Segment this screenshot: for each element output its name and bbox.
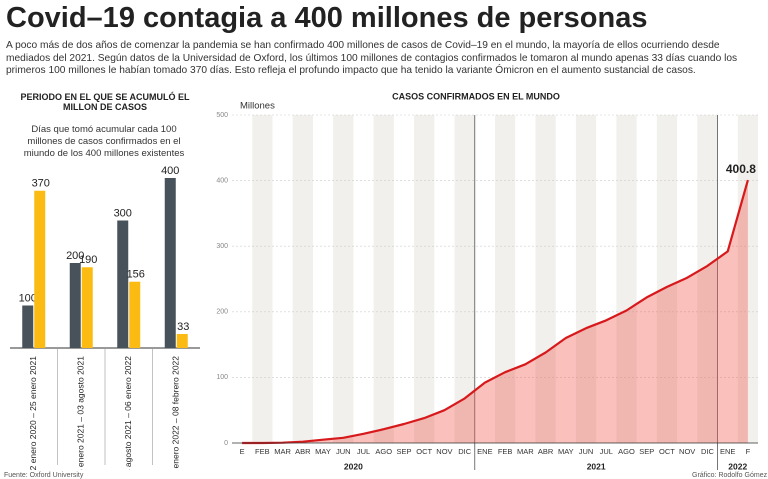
left-chart-title: PERIODO EN EL QUE SE ACUMULÓ EL MILLON D… <box>20 92 190 112</box>
y-tick-label: 300 <box>216 243 228 250</box>
credit: Gráfico: Rodolfo Gómez <box>692 472 768 479</box>
x-tick-label: SEP <box>639 447 654 456</box>
chart-title: CASOS CONFIRMADOS EN EL MUNDO <box>392 91 560 101</box>
month-stripe <box>333 115 354 443</box>
x-tick-label: MAY <box>558 447 574 456</box>
month-stripe <box>373 115 394 443</box>
month-stripe <box>495 115 516 443</box>
x-tick-label: MAY <box>315 447 331 456</box>
bar <box>164 178 176 348</box>
month-stripe <box>697 115 718 443</box>
bar <box>22 305 34 348</box>
x-tick-label: JUL <box>600 447 613 456</box>
x-tick-label: DIC <box>701 447 715 456</box>
value-label: 400 <box>161 165 179 177</box>
x-tick-label: ABR <box>295 447 311 456</box>
x-tick-label: 07 enero 2022 – 08 febrero 2022 <box>171 356 181 470</box>
year-label: 2021 <box>587 461 606 470</box>
x-tick-label: AGO <box>618 447 635 456</box>
x-tick-label: ENE <box>720 447 735 456</box>
y-tick-label: 0 <box>224 440 228 447</box>
x-tick-label: OCT <box>416 447 432 456</box>
x-tick-label: FEB <box>255 447 270 456</box>
x-tick-label: 26 enero 2021 – 03 agosto 2021 <box>76 356 86 470</box>
year-label: 2020 <box>344 461 363 470</box>
x-tick-label: JUN <box>336 447 351 456</box>
y-tick-label: 400 <box>216 177 228 184</box>
x-tick-label: 22 enero 2020 – 25 enero 2021 <box>28 356 38 470</box>
month-stripe <box>292 115 313 443</box>
x-tick-label: MAR <box>517 447 534 456</box>
value-label: 370 <box>32 178 50 190</box>
x-tick-label: AGO <box>375 447 392 456</box>
line <box>242 179 749 445</box>
year-label: 2022 <box>728 461 747 470</box>
x-tick-label: F <box>746 447 751 456</box>
x-tick-label: JUN <box>579 447 594 456</box>
x-tick-label: DIC <box>458 447 472 456</box>
month-stripe <box>414 115 435 443</box>
month-stripe <box>575 115 597 443</box>
x-tick-label: JUL <box>357 447 370 456</box>
month-stripe <box>535 115 556 443</box>
x-tick-label: 04 agosto 2021 – 06 enero 2022 <box>123 356 133 470</box>
x-tick-label: NOV <box>436 447 452 456</box>
month-stripe <box>252 115 273 443</box>
y-tick-label: 500 <box>216 112 228 119</box>
value-label: 300 <box>114 207 132 219</box>
value-label: 190 <box>79 254 97 266</box>
bar <box>81 267 93 348</box>
x-tick-label: OCT <box>659 447 675 456</box>
title: Covid–19 contagia a 400 millones de pers… <box>6 2 648 34</box>
x-tick-label: SEP <box>396 447 411 456</box>
bar <box>129 281 141 348</box>
month-stripe <box>656 115 678 443</box>
value-label: 100 <box>19 292 37 304</box>
bar <box>69 263 81 348</box>
x-tick-label: FEB <box>498 447 513 456</box>
bar <box>117 220 129 348</box>
y-axis-label: Millones <box>240 101 275 112</box>
x-tick-label: ABR <box>538 447 554 456</box>
month-stripe <box>616 115 637 443</box>
subtitle: A poco más de dos años de comenzar la pa… <box>6 40 738 76</box>
value-label: 156 <box>127 269 145 281</box>
x-tick-label: NOV <box>679 447 695 456</box>
bar <box>176 333 188 348</box>
area <box>242 180 748 443</box>
value-label: 200 <box>66 250 84 262</box>
x-tick-label: E <box>240 447 245 456</box>
y-tick-label: 100 <box>216 374 228 381</box>
month-stripe <box>454 115 475 443</box>
value-label: 400.8 <box>726 162 756 176</box>
source: Fuente: Oxford University <box>4 472 84 479</box>
left-chart-subtitle: Días que tomó acumular cada 100 millones… <box>23 124 185 159</box>
bar <box>34 190 46 348</box>
y-tick-label: 200 <box>216 309 228 316</box>
x-tick-label: MAR <box>274 447 291 456</box>
value-label: 33 <box>177 321 189 333</box>
x-tick-label: ENE <box>477 447 492 456</box>
